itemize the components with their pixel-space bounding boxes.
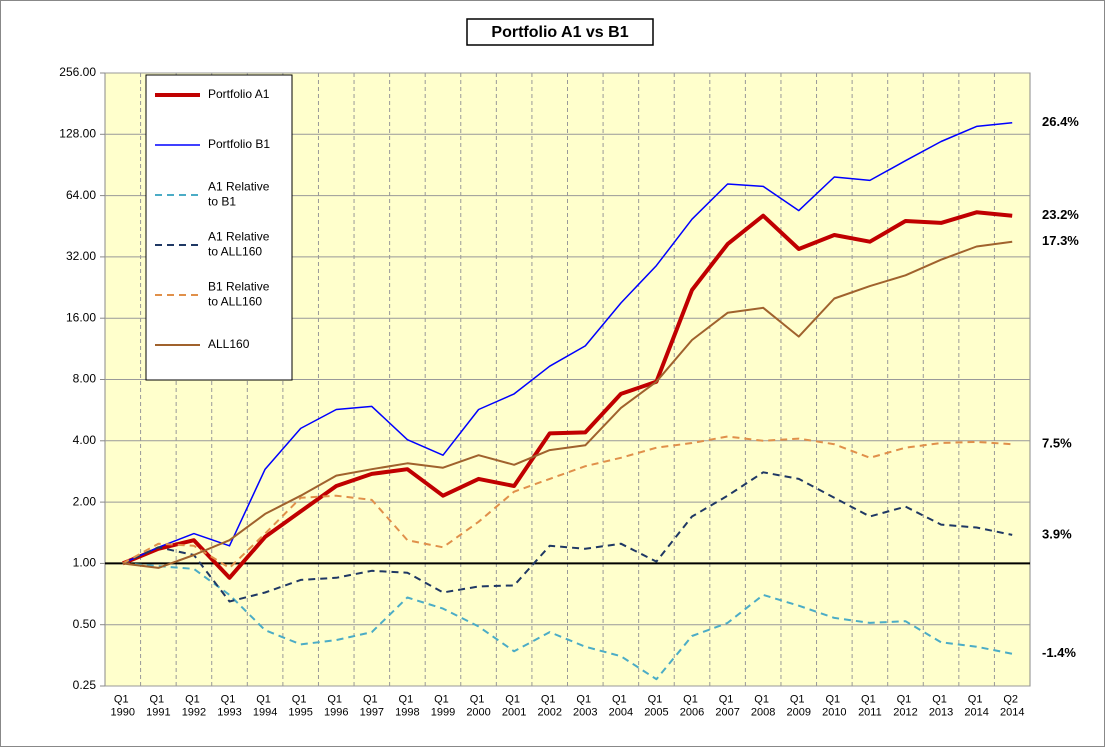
y-tick-label: 8.00 (73, 372, 97, 386)
x-tick-label: Q1 2009 (787, 693, 811, 718)
end-label: 26.4% (1042, 114, 1079, 129)
end-label: -1.4% (1042, 645, 1076, 660)
legend-label: A1 Relative to ALL160 (208, 230, 273, 259)
y-tick-label: 256.00 (59, 65, 96, 79)
x-tick-label: Q1 2012 (893, 693, 917, 718)
x-tick-label: Q1 1990 (111, 693, 135, 718)
series-line (122, 562, 1013, 681)
x-tick-label: Q1 2001 (502, 693, 526, 718)
lines (122, 121, 1013, 681)
y-tick-label: 0.25 (73, 678, 97, 692)
legend-label: A1 Relative to B1 (208, 180, 273, 209)
x-tick-label: Q1 1991 (146, 693, 170, 718)
x-tick-label: Q1 1995 (288, 693, 312, 718)
series-line (122, 210, 1013, 580)
x-tick-label: Q1 2005 (644, 693, 668, 718)
y-tick-label: 32.00 (66, 249, 96, 263)
y-tick-label: 0.50 (73, 617, 97, 631)
series-line (122, 121, 1013, 565)
y-tick-label: 128.00 (59, 126, 96, 140)
x-tick-label: Q1 1999 (431, 693, 455, 718)
x-tick-label: Q1 1996 (324, 693, 348, 718)
x-tick-label: Q1 1998 (395, 693, 419, 718)
x-tick-label: Q1 1997 (360, 693, 384, 718)
legend-label: Portfolio B1 (208, 137, 270, 151)
legend-label: Portfolio A1 (208, 87, 270, 101)
x-tick-label: Q2 2014 (1000, 693, 1024, 718)
legend-box (145, 74, 293, 381)
x-tick-label: Q1 2006 (680, 693, 704, 718)
x-tick-label: Q1 2004 (609, 693, 633, 718)
legend: Portfolio A1 Portfolio B1 A1 Relative to B… (145, 74, 293, 381)
legend-label: B1 Relative to ALL160 (208, 280, 273, 309)
x-tick-label: Q1 1992 (182, 693, 206, 718)
y-tick-label: 1.00 (73, 556, 97, 570)
x-tick-label: Q1 2000 (466, 693, 490, 718)
x-tick-label: Q1 2008 (751, 693, 775, 718)
y-tick-label: 64.00 (66, 188, 96, 202)
end-label: 7.5% (1042, 436, 1072, 451)
end-label: 23.2% (1042, 207, 1079, 222)
y-tick-label: 4.00 (73, 433, 97, 447)
end-label: 3.9% (1042, 526, 1072, 541)
series-line (122, 435, 1013, 569)
x-tick-label: Q1 2010 (822, 693, 846, 718)
x-tick-label: Q1 2014 (964, 693, 988, 718)
x-tick-label: Q1 2002 (537, 693, 561, 718)
x-tick-label: Q1 1994 (253, 693, 277, 718)
chart-title: Portfolio A1 vs B1 (491, 24, 628, 41)
title-box (466, 18, 654, 46)
x-tick-label: Q1 2011 (858, 693, 882, 718)
end-label: 17.3% (1042, 233, 1079, 248)
series-line (122, 240, 1013, 569)
x-tick-label: Q1 2003 (573, 693, 597, 718)
x-tick-label: Q1 2007 (715, 693, 739, 718)
series-line (122, 471, 1013, 603)
y-tick-label: 2.00 (73, 494, 97, 508)
x-tick-label: Q1 2013 (929, 693, 953, 718)
legend-label: ALL160 (208, 337, 250, 351)
x-tick-label: Q1 1993 (217, 693, 241, 718)
y-tick-label: 16.00 (66, 310, 96, 324)
